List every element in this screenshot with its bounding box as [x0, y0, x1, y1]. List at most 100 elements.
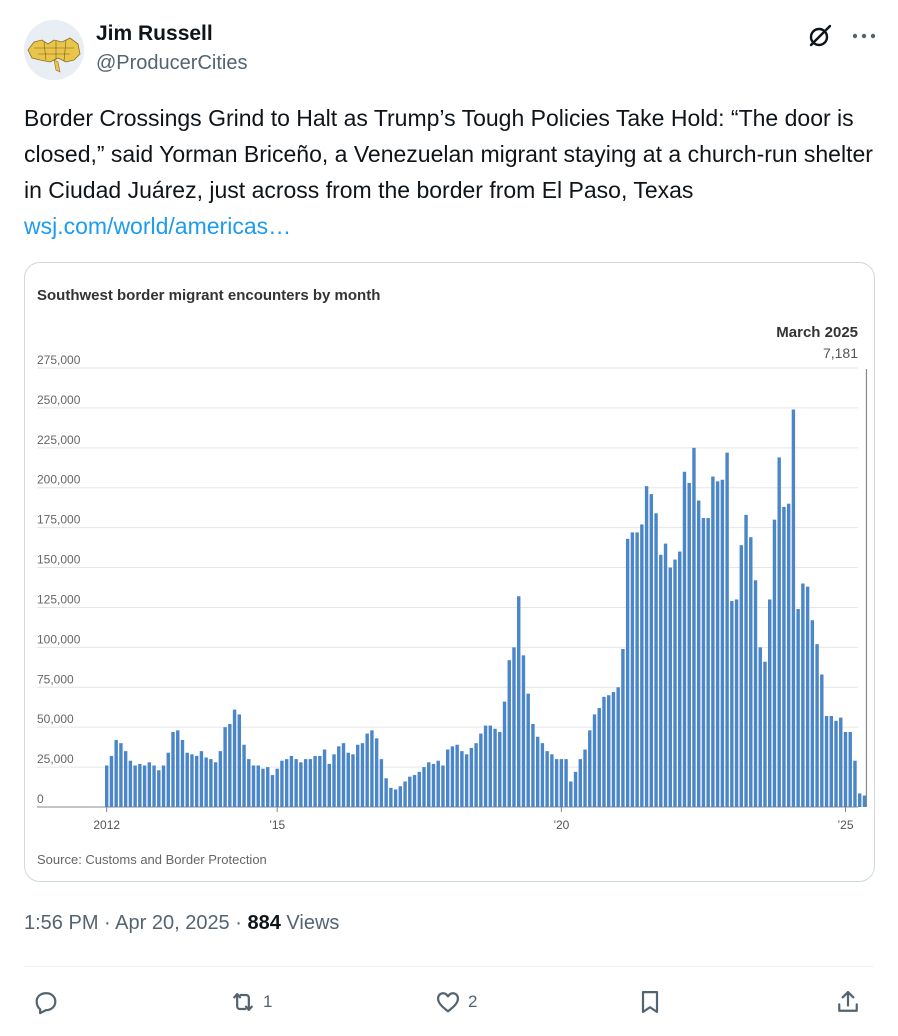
share-icon: [838, 990, 858, 1012]
bar: [365, 733, 369, 807]
bar: [550, 754, 554, 807]
bar: [351, 754, 355, 807]
bar: [517, 596, 521, 807]
grok-icon[interactable]: [806, 22, 834, 50]
annotation-value: 7,181: [823, 345, 858, 361]
bar: [194, 755, 199, 807]
bar: [228, 723, 232, 807]
bar: [782, 506, 786, 807]
bar: [218, 751, 223, 807]
chart-card[interactable]: Southwest border migrant encounters by m…: [24, 262, 875, 882]
bar: [479, 733, 483, 807]
bar: [654, 513, 658, 807]
bar: [464, 754, 469, 807]
bar: [408, 776, 412, 807]
bar: [701, 518, 706, 807]
bar: [734, 599, 739, 807]
bar: [739, 545, 744, 807]
bar: [105, 765, 109, 807]
bookmark-icon: [641, 990, 659, 1014]
bar: [569, 781, 573, 807]
bar: [687, 482, 691, 807]
bar: [294, 759, 298, 807]
views-label: Views: [280, 912, 340, 934]
bar: [786, 503, 791, 807]
bar: [483, 725, 488, 807]
x-tick-label: ’25: [837, 818, 853, 832]
repost-count: 1: [263, 992, 273, 1011]
bar: [232, 709, 237, 807]
bar: [843, 731, 848, 807]
chart-title: Southwest border migrant encounters by m…: [37, 287, 381, 304]
bar: [824, 716, 829, 807]
bar: [247, 759, 251, 807]
bar: [858, 793, 862, 807]
bar: [834, 720, 838, 807]
bar: [862, 795, 867, 807]
bar: [332, 754, 336, 807]
share-button[interactable]: [834, 980, 862, 1024]
bar: [147, 762, 152, 807]
bar: [763, 661, 767, 807]
bar: [161, 765, 166, 807]
bar: [242, 744, 246, 807]
bar: [848, 731, 852, 807]
bar: [611, 692, 616, 807]
more-icon[interactable]: [850, 24, 878, 48]
bar: [266, 767, 270, 807]
bar: [256, 765, 260, 807]
bar: [696, 500, 701, 807]
repost-button[interactable]: 1: [229, 980, 272, 1024]
bar: [455, 744, 459, 807]
tweet-text: Border Crossings Grind to Halt as Trump’…: [24, 100, 884, 244]
y-tick-label: 125,000: [37, 592, 81, 606]
bar: [531, 723, 535, 807]
bar: [176, 730, 180, 807]
bar: [199, 751, 204, 807]
bar: [758, 647, 762, 807]
bar: [109, 755, 114, 807]
bar: [801, 583, 805, 807]
bar: [649, 494, 654, 807]
author-name[interactable]: Jim Russell: [96, 22, 213, 45]
bar: [607, 695, 611, 807]
bar: [431, 763, 436, 807]
like-button[interactable]: 2: [434, 980, 477, 1024]
bar: [337, 746, 341, 807]
bar: [744, 514, 748, 807]
bar: [678, 551, 682, 807]
bookmark-button[interactable]: [636, 980, 664, 1024]
bar: [185, 752, 189, 807]
avatar[interactable]: [24, 20, 84, 80]
bar: [171, 731, 175, 807]
bar: [621, 648, 625, 807]
bar: [692, 447, 696, 807]
bar: [749, 537, 753, 807]
bar: [474, 743, 478, 807]
bar: [829, 716, 833, 807]
timestamp[interactable]: 1:56 PM · Apr 20, 2025 ·: [24, 912, 248, 934]
bar: [284, 759, 289, 807]
author-handle[interactable]: @ProducerCities: [96, 52, 248, 74]
bar: [313, 755, 317, 807]
bar-chart: 0 25,000 50,000 75,000 100,000 125,000 150,000…: [37, 324, 868, 832]
bar: [682, 471, 687, 807]
y-tick-label: 50,000: [37, 712, 74, 726]
bar: [318, 755, 322, 807]
bar: [663, 543, 668, 807]
reply-button[interactable]: [32, 980, 66, 1024]
bar: [213, 762, 218, 807]
bar: [138, 763, 142, 807]
y-tick-label: 225,000: [37, 433, 81, 447]
bar: [668, 567, 672, 807]
bar: [768, 599, 772, 807]
y-tick-label: 25,000: [37, 752, 74, 766]
bar: [152, 765, 156, 807]
bar: [280, 760, 284, 807]
bar: [460, 751, 464, 807]
article-link[interactable]: wsj.com/world/americas…: [24, 213, 292, 239]
bar: [540, 743, 545, 807]
bar: [356, 744, 360, 807]
bar: [583, 749, 587, 807]
views-count: 884: [247, 912, 281, 934]
